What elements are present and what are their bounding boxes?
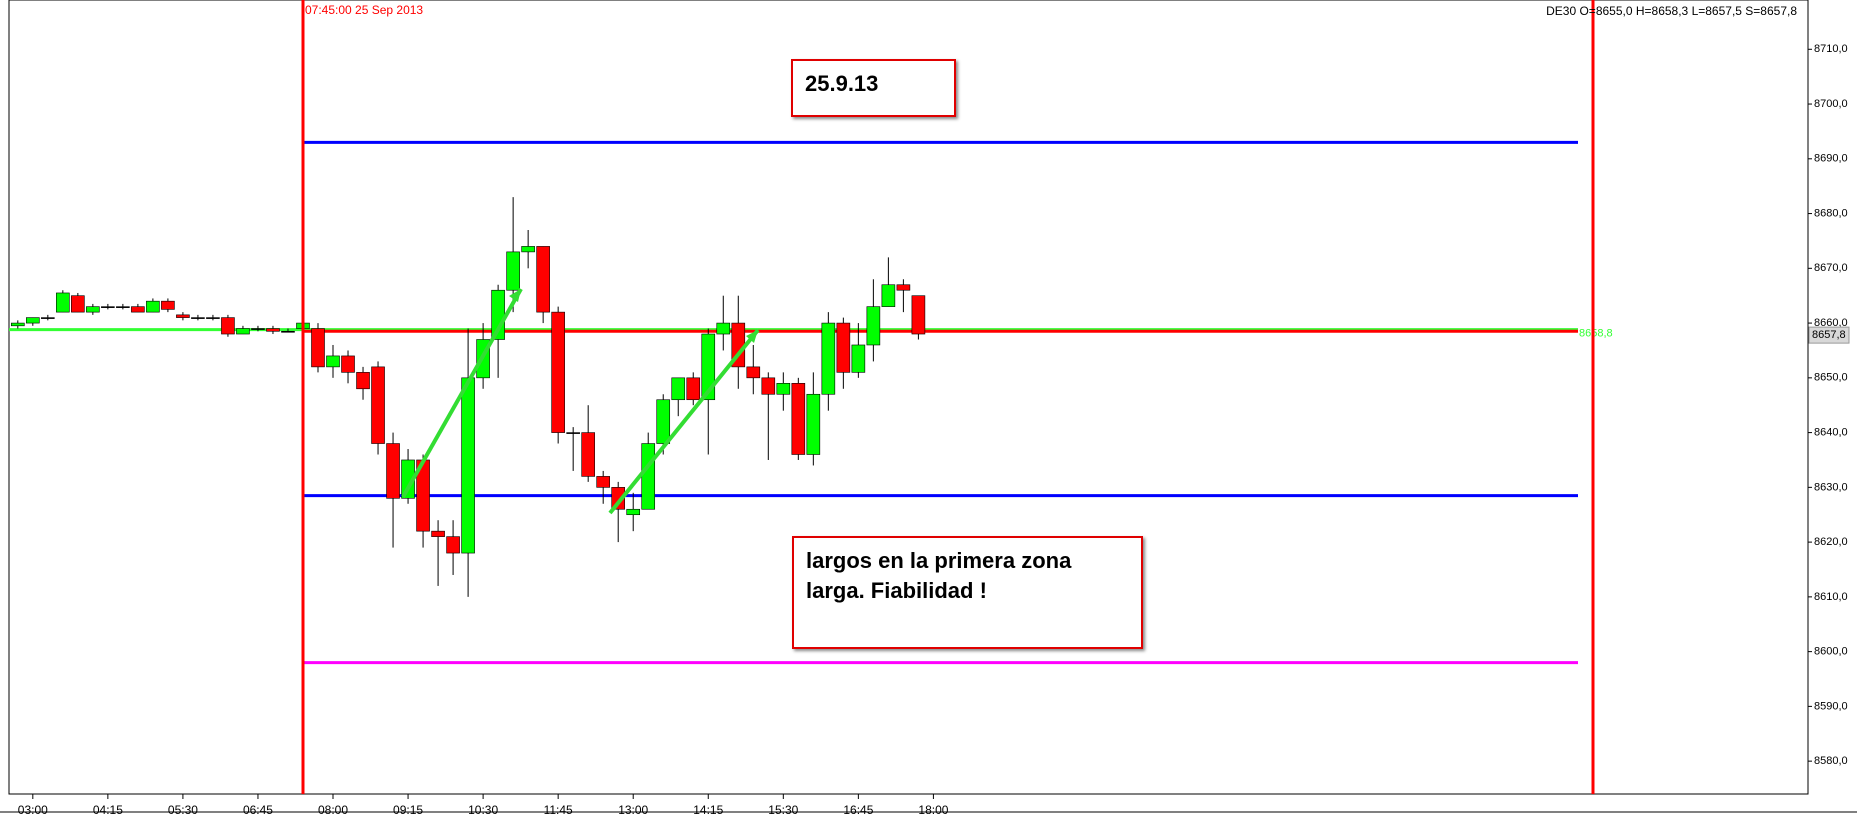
- candle-body: [521, 246, 535, 253]
- y-tick-label: 8700,0: [1814, 98, 1848, 110]
- instrument-info: DE30 O=8655,0 H=8658,3 L=8657,5 S=8657,8: [1546, 4, 1797, 18]
- x-tick-label: 08:00: [318, 803, 348, 817]
- annotation-box: largos en la primera zona larga. Fiabili…: [792, 536, 1143, 649]
- candle-body: [86, 306, 100, 313]
- candle-body: [776, 383, 791, 395]
- candle-body: [116, 306, 130, 308]
- y-tick-label: 8630,0: [1814, 481, 1848, 493]
- candle-body: [536, 246, 550, 313]
- candle-body: [341, 355, 355, 373]
- x-tick-label: 10:30: [468, 803, 498, 817]
- candle-body: [656, 399, 671, 444]
- candle-body: [566, 432, 580, 434]
- x-tick-label: 16:45: [843, 803, 873, 817]
- candle-body: [236, 328, 250, 335]
- current-price-box: [1808, 326, 1850, 344]
- y-tick-label: 8680,0: [1814, 207, 1848, 219]
- candle-body: [326, 355, 340, 368]
- candle-body: [626, 508, 641, 516]
- candle-body: [221, 317, 235, 335]
- x-tick-label: 03:00: [18, 803, 48, 817]
- candle-body: [896, 284, 911, 291]
- x-tick-label: 18:00: [918, 803, 948, 817]
- y-tick-label: 8670,0: [1814, 262, 1848, 274]
- candle-body: [911, 295, 926, 335]
- candle-body: [836, 322, 851, 373]
- candle-body: [371, 366, 385, 444]
- candle-body: [161, 300, 175, 310]
- candle-body: [356, 372, 370, 390]
- arrow-head: [509, 289, 521, 302]
- candle-body: [386, 443, 400, 499]
- candle-body: [671, 377, 686, 401]
- x-tick-label: 09:15: [393, 803, 423, 817]
- candle-body: [191, 317, 205, 319]
- level-label: 8658,8: [1579, 328, 1613, 340]
- candle-body: [581, 432, 595, 477]
- session-label: 07:45:00 25 Sep 2013: [305, 3, 423, 17]
- x-tick-label: 13:00: [618, 803, 648, 817]
- x-tick-label: 04:15: [93, 803, 123, 817]
- candle-body: [101, 306, 115, 308]
- candle-body: [746, 366, 761, 379]
- y-tick-label: 8590,0: [1814, 700, 1848, 712]
- y-tick-label: 8660,0: [1814, 317, 1848, 329]
- plot-content: 8658,8: [9, 140, 1613, 665]
- candle-body: [431, 530, 445, 537]
- candle-body: [866, 306, 881, 346]
- candle-body: [176, 314, 190, 318]
- candle-body: [851, 344, 866, 373]
- candle-body: [41, 317, 55, 319]
- candle-body: [686, 377, 701, 401]
- y-tick-label: 8710,0: [1814, 43, 1848, 55]
- y-tick-label: 8690,0: [1814, 153, 1848, 165]
- candle-body: [791, 383, 806, 455]
- candle-body: [761, 377, 776, 395]
- y-tick-label: 8610,0: [1814, 591, 1848, 603]
- trend-arrow: [608, 328, 760, 515]
- candle-body: [551, 311, 565, 433]
- candle-body: [881, 284, 896, 307]
- x-tick-label: 15:30: [768, 803, 798, 817]
- candle-body: [506, 251, 520, 291]
- candle-body: [146, 300, 160, 313]
- trend-arrow: [401, 288, 523, 498]
- candle-body: [56, 292, 70, 313]
- y-tick-label: 8580,0: [1814, 755, 1848, 767]
- arrow-head: [746, 330, 758, 343]
- y-tick-label: 8600,0: [1814, 646, 1848, 658]
- x-tick-label: 05:30: [168, 803, 198, 817]
- x-tick-label: 11:45: [544, 803, 573, 817]
- candle-body: [11, 322, 25, 327]
- candle-body: [701, 333, 716, 401]
- candle-body: [26, 317, 40, 324]
- x-tick-label: 14:15: [693, 803, 723, 817]
- candle-body: [641, 443, 656, 510]
- x-tick-label: 06:45: [243, 803, 273, 817]
- candle-body: [461, 377, 475, 554]
- candle-body: [281, 330, 295, 333]
- candle-body: [596, 476, 610, 488]
- candle-body: [806, 393, 821, 455]
- candle-body: [311, 328, 325, 368]
- current-price-label: 8657,8: [1812, 329, 1846, 341]
- candle-body: [206, 317, 220, 319]
- candle-body: [446, 536, 460, 554]
- candle-body: [266, 328, 280, 332]
- plot-frame: [8, 0, 1809, 795]
- y-tick-label: 8650,0: [1814, 372, 1848, 384]
- candle-body: [821, 322, 836, 395]
- annotation-box: 25.9.13: [791, 59, 956, 117]
- candle-body: [71, 295, 85, 313]
- candle-body: [716, 322, 731, 335]
- candle-body: [131, 306, 145, 313]
- y-tick-label: 8640,0: [1814, 426, 1848, 438]
- y-tick-label: 8620,0: [1814, 536, 1848, 548]
- candle-body: [251, 328, 265, 330]
